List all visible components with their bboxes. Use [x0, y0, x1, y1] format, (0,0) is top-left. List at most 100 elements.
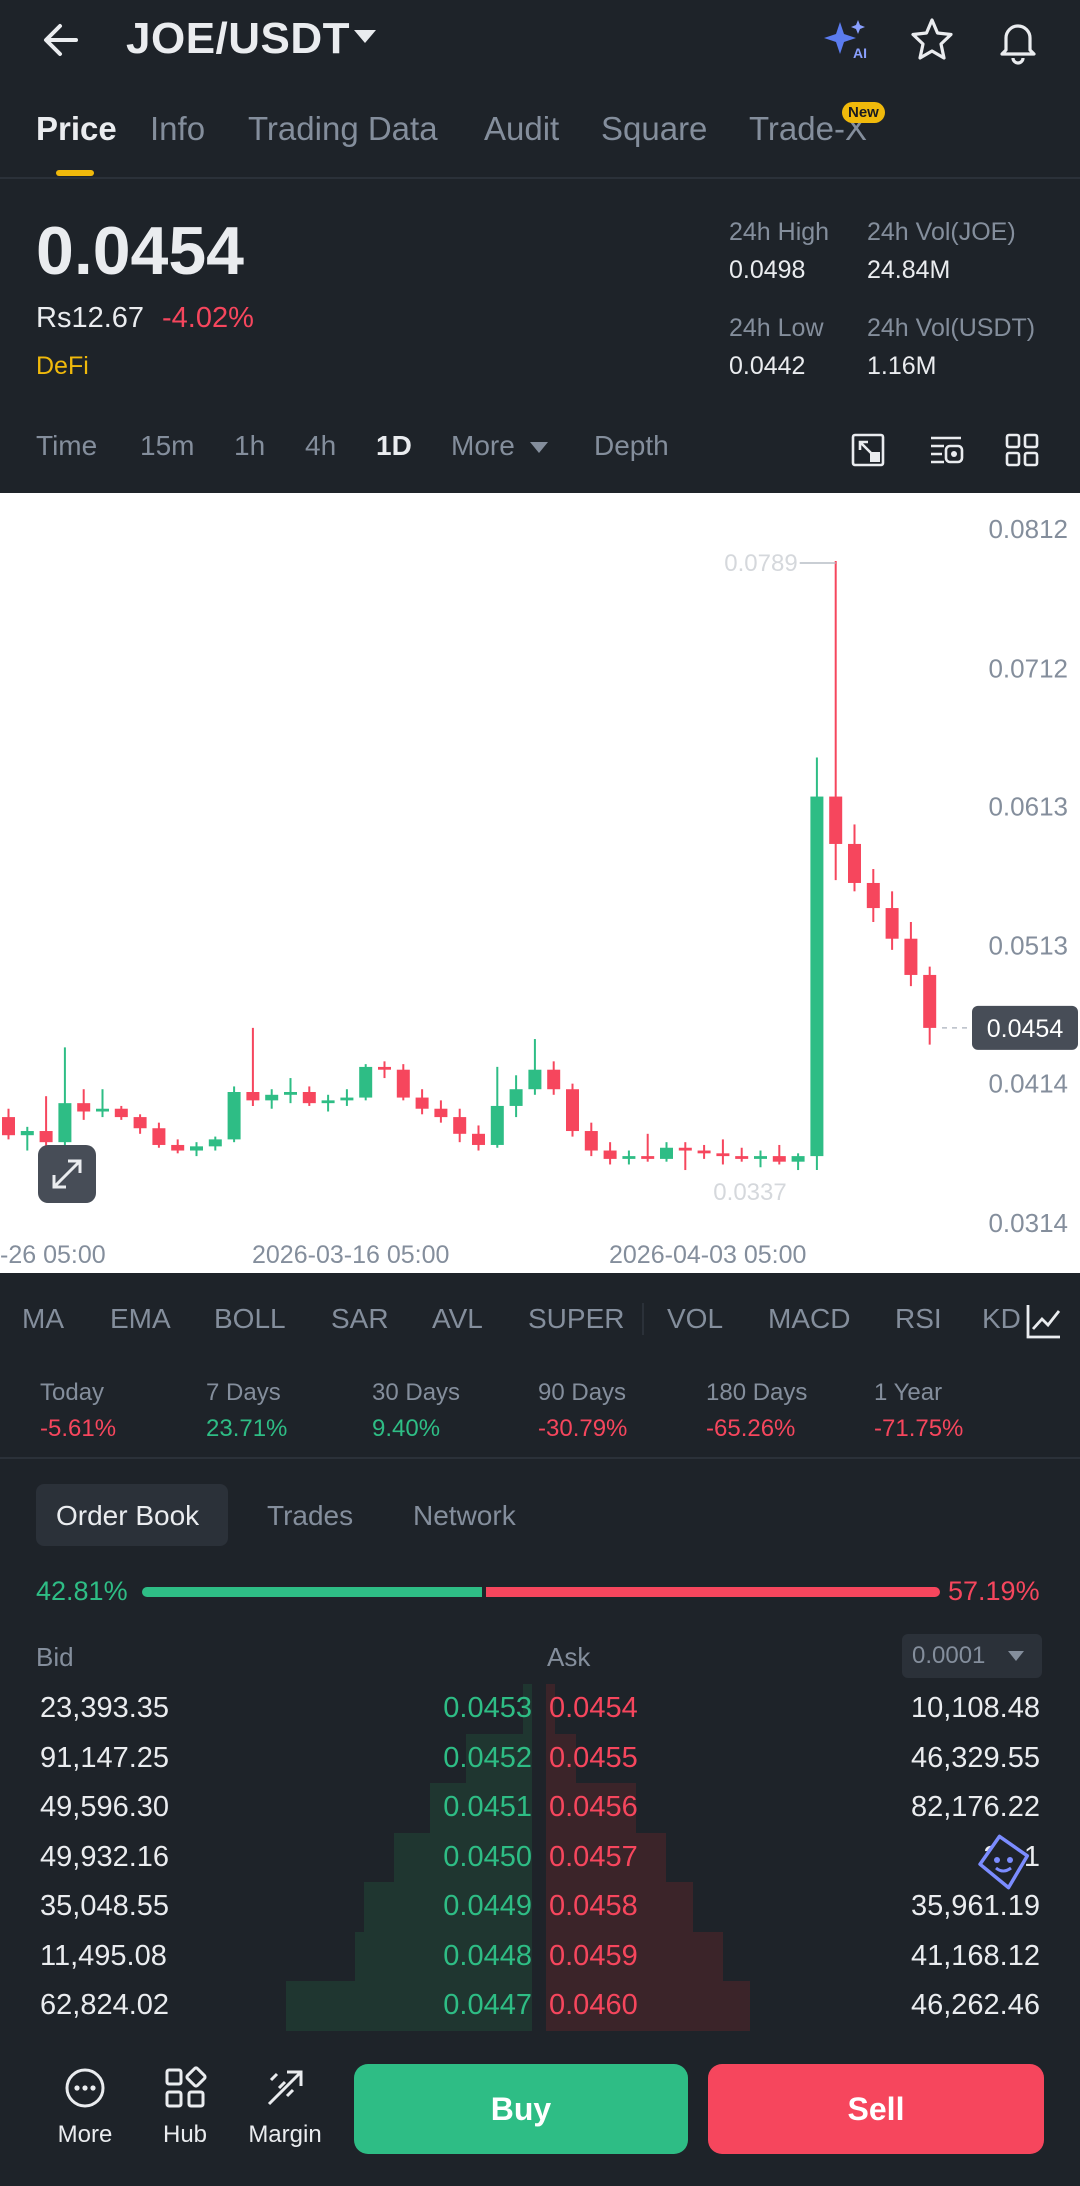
- indicator-vol[interactable]: VOL: [667, 1303, 724, 1334]
- ask-price: 0.0455: [549, 1741, 638, 1774]
- ai-assistant-icon[interactable]: [972, 1830, 1036, 1894]
- pair-title[interactable]: JOE/USDT: [126, 14, 351, 63]
- order-book-row[interactable]: 49,596.30 0.0451 0.0456 82,176.22: [0, 1783, 1080, 1833]
- candle-body: [77, 1103, 91, 1112]
- top-header: JOE/USDT AI: [0, 0, 1080, 80]
- back-arrow-icon[interactable]: [36, 14, 88, 66]
- main-tabs: Price Info Trading Data Audit Square Tra…: [0, 100, 1080, 180]
- divider: [0, 177, 1080, 179]
- candle-body: [772, 1156, 786, 1162]
- precision-select[interactable]: 0.0001: [902, 1634, 1042, 1678]
- ask-depth-bar: [546, 1931, 723, 1981]
- indicator-sar[interactable]: SAR: [331, 1303, 389, 1334]
- sell-button[interactable]: Sell: [708, 2064, 1044, 2154]
- candle: [114, 1105, 128, 1120]
- candle: [829, 561, 843, 881]
- nav-more[interactable]: More: [40, 2066, 130, 2149]
- tab-trading-data[interactable]: Trading Data: [248, 110, 438, 147]
- tf-more[interactable]: More: [451, 430, 515, 461]
- bid-depth-bar: [394, 1832, 532, 1882]
- bid-price: 0.0453: [443, 1692, 532, 1724]
- candle-body: [321, 1100, 335, 1104]
- order-book-row[interactable]: 23,393.35 0.0453 0.0454 10,108.48: [0, 1684, 1080, 1734]
- ask-quantity: 10,108.48: [910, 1692, 1040, 1724]
- ask-ratio-bar: [486, 1587, 940, 1597]
- tab-info[interactable]: Info: [150, 110, 206, 147]
- nav-hub[interactable]: Hub: [140, 2066, 230, 2149]
- bid-depth-bar: [355, 1931, 532, 1981]
- candle: [415, 1089, 429, 1115]
- price-chart[interactable]: 0.0812 0.0712 0.0613 0.0513 0.0414 0.0314 -26…: [0, 493, 1080, 1273]
- y-tick-label: 0.0414: [988, 1069, 1068, 1099]
- tf-15m[interactable]: 15m: [140, 430, 195, 461]
- indicator-avl[interactable]: AVL: [432, 1303, 483, 1334]
- candle-body: [208, 1139, 222, 1147]
- y-tick-label: 0.0513: [988, 931, 1068, 961]
- bid-header: Bid: [36, 1642, 74, 1672]
- indicator-super[interactable]: SUPER: [528, 1303, 625, 1334]
- fullscreen-button[interactable]: [38, 1145, 96, 1203]
- tab-network[interactable]: Network: [413, 1500, 516, 1531]
- candle-body: [152, 1128, 166, 1145]
- indicator-kd[interactable]: KD: [982, 1303, 1021, 1334]
- indicator-boll[interactable]: BOLL: [214, 1303, 286, 1334]
- candle-body: [359, 1066, 373, 1098]
- candlestick-chart[interactable]: 0.0812 0.0712 0.0613 0.0513 0.0414 0.0314 -26…: [0, 493, 1080, 1273]
- indicator-ma[interactable]: MA: [22, 1303, 64, 1334]
- x-tick-label: 2026-03-16 05:00: [252, 1241, 449, 1269]
- order-book-row[interactable]: 62,824.02 0.0447 0.0460 46,262.46: [0, 1981, 1080, 2031]
- perf-30d: 30 Days 9.40%: [372, 1379, 461, 1442]
- layout-grid-icon[interactable]: [1004, 432, 1040, 468]
- nav-margin[interactable]: Margin: [240, 2066, 330, 2149]
- indicator-macd[interactable]: MACD: [768, 1303, 851, 1334]
- candle: [302, 1086, 316, 1106]
- category-tag[interactable]: DeFi: [36, 352, 89, 380]
- tab-order-book[interactable]: Order Book: [56, 1500, 200, 1531]
- tab-audit[interactable]: Audit: [484, 110, 560, 147]
- candle-body: [885, 908, 899, 939]
- indicator-ema[interactable]: EMA: [110, 1303, 171, 1334]
- candle-body: [415, 1097, 429, 1109]
- chart-settings-icon[interactable]: [850, 432, 886, 468]
- tab-trades[interactable]: Trades: [267, 1500, 354, 1531]
- tf-1d[interactable]: 1D: [376, 430, 412, 461]
- candle: [772, 1144, 786, 1165]
- star-icon[interactable]: [906, 14, 958, 66]
- min-price-label: 0.0337: [713, 1179, 786, 1206]
- tf-1h[interactable]: 1h: [234, 430, 266, 461]
- candle: [284, 1078, 297, 1104]
- tf-4h[interactable]: 4h: [305, 430, 337, 461]
- candle-body: [735, 1156, 749, 1159]
- candle: [396, 1064, 410, 1101]
- bell-icon[interactable]: [992, 14, 1044, 66]
- tf-depth[interactable]: Depth: [594, 430, 669, 461]
- candle-body: [660, 1147, 673, 1159]
- y-tick-label: 0.0613: [988, 791, 1068, 821]
- candle: [904, 921, 918, 987]
- candle: [791, 1153, 805, 1171]
- candle: [77, 1089, 91, 1120]
- max-price-label: 0.0789: [724, 550, 797, 577]
- tab-square[interactable]: Square: [601, 110, 708, 147]
- candle-body: [697, 1150, 711, 1154]
- buy-button[interactable]: Buy: [354, 2064, 688, 2154]
- ai-sparkle-icon[interactable]: AI: [820, 14, 872, 66]
- vol-base-value: 24.84M: [867, 256, 951, 284]
- perf-today: Today -5.61%: [40, 1379, 117, 1442]
- candle: [660, 1142, 673, 1162]
- bid-quantity: 91,147.25: [40, 1741, 170, 1774]
- high-label: 24h High: [729, 218, 830, 246]
- order-book-row[interactable]: 35,048.55 0.0449 0.0458 35,961.19: [0, 1882, 1080, 1932]
- tab-price[interactable]: Price: [36, 110, 117, 147]
- indicator-rsi[interactable]: RSI: [895, 1303, 942, 1334]
- chart-tools-icon[interactable]: [928, 432, 964, 468]
- order-book-row[interactable]: 91,147.25 0.0452 0.0455 46,329.55: [0, 1734, 1080, 1784]
- ask-quantity: 82,176.22: [910, 1791, 1040, 1823]
- indicator-settings-icon[interactable]: [1024, 1301, 1064, 1341]
- bid-ratio: 42.81%: [36, 1576, 128, 1606]
- pair-dropdown-icon[interactable]: [354, 30, 376, 43]
- candle: [584, 1122, 598, 1157]
- order-book-row[interactable]: 11,495.08 0.0448 0.0459 41,168.12: [0, 1932, 1080, 1982]
- tf-time[interactable]: Time: [36, 430, 98, 461]
